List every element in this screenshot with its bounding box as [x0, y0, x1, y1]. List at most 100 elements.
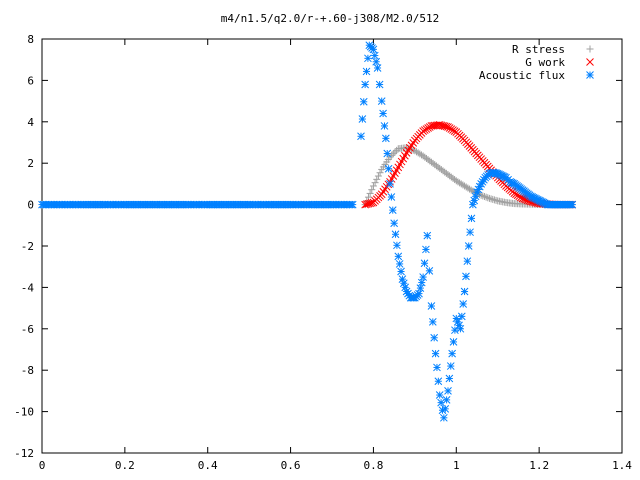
acoustic-flux-point — [469, 200, 477, 209]
y-tick-label: 4 — [27, 116, 34, 129]
acoustic-flux-point — [417, 278, 426, 287]
acoustic-flux-point — [467, 214, 476, 223]
acoustic-flux-point — [431, 349, 440, 358]
acoustic-flux-point — [390, 219, 398, 228]
acoustic-flux-point — [428, 318, 437, 326]
legend-marker-g-work — [586, 58, 594, 66]
acoustic-flux-point — [423, 231, 432, 240]
acoustic-flux-point — [422, 245, 430, 254]
acoustic-flux-point — [474, 185, 483, 194]
r-stress-point — [479, 192, 487, 200]
x-tick-label: 1 — [453, 459, 460, 472]
acoustic-flux-point — [434, 377, 443, 386]
r-stress-point — [391, 148, 399, 156]
g-work-point — [377, 190, 386, 199]
legend-marker-r-stress — [586, 45, 594, 53]
chart-title: m4/n1.5/q2.0/r-+.60-j308/M2.0/512 — [221, 12, 440, 25]
acoustic-flux-point — [425, 266, 434, 275]
acoustic-flux-point — [357, 132, 365, 141]
acoustic-flux-point — [466, 228, 474, 237]
acoustic-flux-point — [440, 413, 448, 422]
legend-label-g-work: G work — [525, 56, 565, 69]
y-tick-label: 2 — [27, 157, 34, 170]
r-stress-point — [369, 182, 377, 190]
acoustic-flux-point — [448, 349, 456, 358]
acoustic-flux-point — [386, 180, 394, 188]
x-tick-label: 0.8 — [363, 459, 383, 472]
r-stress-point — [368, 186, 376, 194]
x-tick-label: 1.4 — [612, 459, 632, 472]
acoustic-flux-point — [460, 287, 469, 296]
acoustic-flux-point — [420, 259, 429, 268]
y-tick-label: -6 — [21, 323, 34, 336]
acoustic-flux-point — [395, 260, 404, 268]
acoustic-flux-point — [444, 387, 452, 395]
acoustic-flux-point — [361, 80, 369, 89]
acoustic-flux-point — [369, 45, 378, 54]
legend-label-r-stress: R stress — [512, 43, 565, 56]
acoustic-flux-point — [399, 279, 408, 288]
acoustic-flux-point — [456, 324, 465, 333]
acoustic-flux-point — [375, 80, 384, 89]
x-tick-label: 0.4 — [198, 459, 218, 472]
r-stress-point — [484, 194, 492, 202]
acoustic-flux-point — [387, 193, 396, 201]
acoustic-flux-point — [401, 283, 410, 292]
acoustic-flux-point — [445, 374, 454, 383]
r-stress-point — [409, 146, 417, 154]
r-stress-point — [374, 172, 382, 180]
acoustic-flux-point — [384, 164, 393, 173]
acoustic-flux-point — [372, 57, 381, 66]
r-stress-point — [371, 179, 379, 187]
legend-label-acoustic-flux: Acoustic flux — [479, 69, 565, 82]
r-stress-point — [373, 175, 381, 183]
r-stress-point — [480, 193, 488, 201]
r-stress-point — [482, 193, 490, 201]
acoustic-flux-point — [430, 333, 439, 342]
acoustic-flux-point — [397, 267, 405, 276]
acoustic-flux-point — [435, 391, 444, 399]
acoustic-flux-point — [391, 230, 400, 239]
acoustic-flux-point — [359, 97, 368, 106]
acoustic-flux-point — [449, 338, 458, 346]
x-tick-label: 1.2 — [529, 459, 549, 472]
acoustic-flux-point — [358, 115, 367, 123]
x-tick-label: 0 — [39, 459, 46, 472]
acoustic-flux-point — [462, 272, 470, 281]
legend-marker-acoustic-flux — [586, 71, 594, 79]
baseline-point — [348, 200, 357, 209]
acoustic-flux-point — [370, 51, 379, 60]
r-stress-point — [366, 189, 374, 197]
acoustic-flux-point — [388, 206, 397, 214]
data-marks — [38, 41, 577, 422]
axes: 0 0.2 0.4 0.6 0.8 1 1.2 1.4 -12 -10 -8 -6 -4 -2 0 2 4 6 8 — [14, 33, 632, 472]
acoustic-flux-point — [464, 242, 473, 250]
acoustic-flux-point — [364, 54, 372, 63]
y-tick-label: -2 — [21, 240, 34, 253]
acoustic-flux-point — [471, 192, 480, 201]
y-tick-label: 0 — [27, 199, 34, 212]
y-tick-label: -4 — [21, 281, 35, 294]
acoustic-flux-point — [382, 134, 390, 143]
x-tick-label: 0.6 — [281, 459, 301, 472]
r-stress-point — [376, 169, 384, 177]
acoustic-flux-point — [427, 302, 436, 310]
acoustic-flux-point — [441, 404, 450, 413]
y-tick-label: -8 — [21, 364, 34, 377]
acoustic-flux-point — [416, 284, 425, 292]
y-tick-label: -10 — [14, 406, 34, 419]
acoustic-flux-point — [379, 109, 387, 118]
acoustic-flux-point — [457, 312, 466, 321]
plot-frame — [41, 38, 623, 454]
acoustic-flux-point — [393, 241, 401, 250]
acoustic-flux-point — [433, 363, 441, 372]
x-tick-label: 0.2 — [115, 459, 135, 472]
acoustic-flux-point — [394, 252, 403, 261]
acoustic-flux-point — [362, 67, 371, 76]
acoustic-flux-point — [568, 200, 577, 209]
acoustic-flux-point — [415, 289, 423, 298]
y-tick-label: 8 — [27, 33, 34, 46]
acoustic-flux-point — [373, 64, 382, 72]
